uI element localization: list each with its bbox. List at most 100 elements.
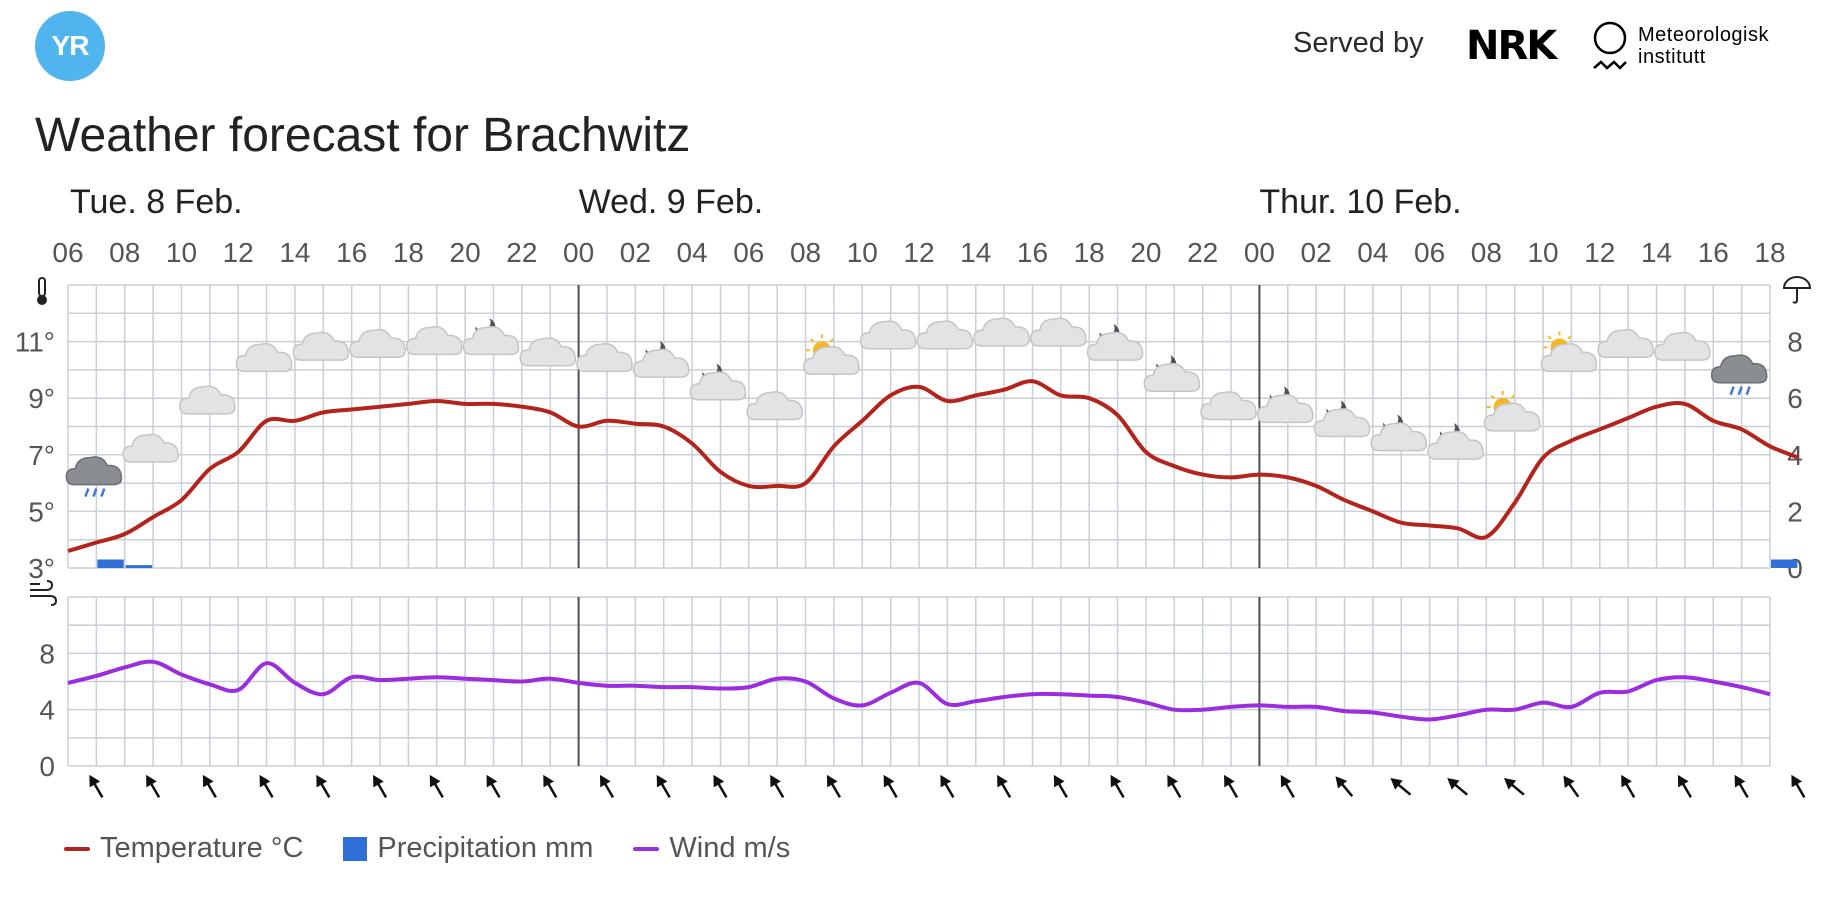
umbrella-handle: [1792, 288, 1798, 304]
page-title: Weather forecast for Brachwitz: [35, 109, 691, 162]
yr-logo-text: YR: [51, 30, 90, 61]
wind-arrow-head: [770, 774, 781, 788]
rain-drop: [100, 488, 106, 498]
x-tick-label: 08: [790, 237, 821, 268]
cloud-shape: [462, 326, 520, 356]
wind-direction-arrow: [202, 774, 217, 799]
cloud-shape: [1654, 331, 1711, 361]
legend-swatch-precipitation: [343, 836, 368, 861]
x-tick-label: 20: [1130, 237, 1161, 268]
wind-y-label: 4: [39, 695, 55, 726]
legend-item-wind: Wind m/s: [633, 832, 790, 865]
thermometer-icon: [37, 277, 47, 305]
wind-y-label: 0: [39, 751, 55, 782]
cloud-shape: [1427, 430, 1484, 460]
legend-label-wind: Wind m/s: [669, 832, 791, 864]
cloud-moon-icon: [1370, 414, 1428, 452]
wind-direction-arrow: [1390, 778, 1412, 796]
cloud-shape: [746, 391, 804, 421]
x-tick-label: 18: [393, 237, 424, 268]
wind-arrow-head: [1677, 774, 1689, 788]
x-tick-label: 22: [1187, 237, 1218, 268]
cloud-moon-icon: [1427, 423, 1484, 460]
wind-arrow-head: [146, 774, 157, 788]
wind-arrow-head: [883, 774, 895, 788]
wind-direction-arrow: [1280, 774, 1295, 799]
wind-direction-arrow: [1335, 776, 1354, 797]
wind-direction-arrow: [940, 774, 955, 799]
precipitation-y-label: 6: [1787, 383, 1803, 414]
x-tick-label: 10: [847, 237, 878, 268]
wind-arrow-head: [940, 774, 952, 788]
cloud-icon: [859, 320, 917, 350]
x-tick-label: 18: [1754, 237, 1785, 268]
sun-ray: [1567, 335, 1572, 340]
wind-arrow-head: [997, 774, 1008, 788]
met-line-2: institutt: [1638, 46, 1706, 68]
x-tick-label: 20: [450, 237, 481, 268]
cloud-shape: [1370, 422, 1428, 452]
cloud-sun-icon: [803, 334, 860, 375]
wind-direction-arrow: [543, 774, 558, 799]
met-institute-icon: [1593, 21, 1627, 70]
precipitation-bar: [1771, 559, 1798, 568]
x-tick-label: 06: [733, 237, 764, 268]
day-label: Tue. 8 Feb.: [70, 183, 243, 221]
cloud-shape: [1200, 391, 1257, 421]
cloud-moon-icon: [1086, 324, 1144, 361]
x-tick-label: 16: [1698, 237, 1729, 268]
cloud-shape: [916, 320, 974, 350]
wind-arrow-head: [826, 774, 838, 788]
x-tick-label: 12: [903, 237, 934, 268]
cloud-shape: [1710, 354, 1768, 384]
wind-arrow-head: [1503, 778, 1517, 790]
wind-direction-arrow: [599, 774, 615, 799]
umbrella-icon: [1782, 276, 1812, 304]
cloud-sun-icon: [1540, 331, 1598, 373]
legend-label-temperature: Temperature °C: [100, 832, 304, 864]
wind-arrow-head: [599, 774, 611, 788]
x-tick-label: 14: [960, 237, 991, 268]
cloud-shape: [1483, 402, 1541, 432]
rain-drop: [92, 488, 98, 498]
legend-item-precipitation: Precipitation mm: [343, 832, 593, 865]
wind-arrow-head: [202, 774, 214, 788]
cloud-shape: [1030, 317, 1087, 347]
rain-drop: [1729, 386, 1735, 396]
wind-arrow-head: [1447, 778, 1460, 790]
wind-line: [67, 659, 1771, 722]
wind-direction-arrow: [316, 774, 331, 799]
cloud-icon: [1597, 328, 1655, 359]
sun-ray: [1547, 335, 1552, 340]
wind-direction-arrow: [770, 774, 785, 799]
wind-arrow-head: [89, 774, 101, 788]
x-tick-label: 16: [336, 237, 367, 268]
wind-direction-arrow: [486, 774, 501, 799]
wind-arrow-head: [429, 774, 441, 788]
sun-ray: [829, 338, 834, 343]
x-tick-label: 12: [1584, 237, 1615, 268]
cloud-sun-icon: [1483, 390, 1541, 432]
cloud-shape: [122, 433, 179, 463]
wind-direction-arrow: [656, 774, 671, 799]
x-tick-label: 12: [223, 237, 254, 268]
cloud-shape: [406, 326, 463, 356]
precipitation-bar: [97, 559, 124, 568]
wind-direction-arrow: [1053, 774, 1068, 799]
wind-direction-arrow: [146, 774, 161, 799]
met-line-1: Meteorologisk: [1638, 24, 1770, 46]
x-tick-label: 02: [620, 237, 651, 268]
cloud-icon: [916, 320, 974, 350]
wind-arrow-head: [1280, 774, 1292, 788]
day-label: Wed. 9 Feb.: [579, 183, 764, 221]
cloud-shape: [803, 345, 860, 375]
cloud-shape: [179, 385, 236, 415]
precipitation-y-label: 8: [1787, 327, 1803, 358]
cloud-rain-icon: [1710, 354, 1768, 396]
wind-arrow-head: [486, 774, 498, 788]
x-tick-label: 02: [1301, 237, 1332, 268]
x-tick-label: 10: [166, 237, 197, 268]
cloud-shape: [576, 343, 633, 373]
cloud-shape: [689, 371, 747, 401]
